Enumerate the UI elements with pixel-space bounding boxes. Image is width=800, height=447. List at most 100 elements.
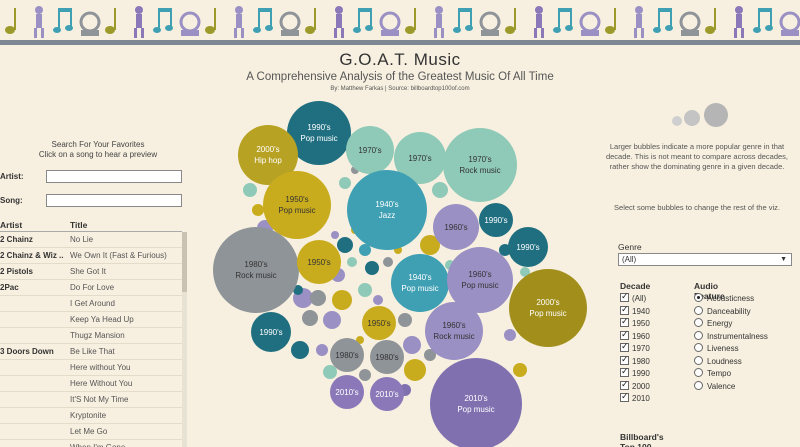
small-bubble[interactable] [404,359,426,381]
table-row[interactable]: Kryptonite [0,408,182,424]
decade-checkbox[interactable]: 1960 [620,329,650,341]
artist-column-header[interactable]: Artist [0,220,23,230]
small-bubble[interactable] [358,283,372,297]
table-row[interactable]: I Get Around [0,296,182,312]
small-bubble[interactable] [331,231,339,239]
decade-checkbox[interactable]: 1940 [620,304,650,316]
genre-bubble[interactable]: 2010's [370,377,404,411]
table-scrollbar-thumb[interactable] [182,232,187,292]
decade-checkbox[interactable]: 1990 [620,366,650,378]
bubble-circle[interactable] [443,128,517,202]
audio-feature-radio[interactable]: Danceability [694,305,751,316]
bubble-circle[interactable] [297,240,341,284]
decade-checkbox[interactable]: 2000 [620,379,650,391]
small-bubble[interactable] [373,295,383,305]
bubble-circle[interactable] [330,338,364,372]
genre-bubble[interactable]: 1990's Pop music [287,101,351,165]
bubble-circle[interactable] [370,377,404,411]
genre-bubble[interactable]: 1970's Rock music [443,128,517,202]
bubble-circle[interactable] [509,269,587,347]
table-row[interactable]: It'S Not My Time [0,392,182,408]
small-bubble[interactable] [520,267,530,277]
genre-bubble[interactable]: 2000's Hip hop [238,125,298,185]
genre-dropdown[interactable]: (All) ▼ [618,253,792,266]
small-bubble[interactable] [424,349,436,361]
table-row[interactable]: 2 Chainz No Lie [0,232,182,248]
genre-bubble[interactable]: 1980's [370,340,404,374]
audio-feature-radio[interactable]: Valence [694,380,735,391]
bubble-circle[interactable] [430,358,522,447]
audio-feature-radio[interactable]: Acousticness [694,293,754,303]
genre-bubble[interactable]: 1980's [330,338,364,372]
small-bubble[interactable] [302,310,318,326]
small-bubble[interactable] [339,177,351,189]
audio-feature-radio[interactable]: Instrumentalness [694,330,768,341]
genre-bubble[interactable]: 1950's [297,240,341,284]
bubble-circle[interactable] [251,312,291,352]
small-bubble[interactable] [316,344,328,356]
genre-bubble[interactable]: 1980's Rock music [213,227,299,313]
table-row[interactable]: 2Pac Do For Love [0,280,182,296]
small-bubble[interactable] [365,261,379,275]
decade-checkbox[interactable]: 1950 [620,316,650,328]
bubble-circle[interactable] [370,340,404,374]
title-column-header[interactable]: Title [70,220,88,230]
small-bubble[interactable] [293,285,303,295]
table-row[interactable]: 2 Chainz & Wiz .. We Own It (Fast & Furio… [0,248,182,264]
genre-bubble[interactable]: 1990's [479,203,513,237]
table-row[interactable]: Here Without You [0,376,182,392]
bubble-circle[interactable] [238,125,298,185]
bubble-circle[interactable] [346,126,394,174]
table-row[interactable]: Let Me Go [0,424,182,440]
song-search-input[interactable] [46,194,182,207]
audio-feature-radio[interactable]: Loudness [694,355,742,366]
bubble-circle[interactable] [508,227,548,267]
decade-checkbox[interactable]: 1980 [620,354,650,366]
small-bubble[interactable] [398,313,412,327]
genre-bubble[interactable]: 1950's Pop music [263,171,331,239]
small-bubble[interactable] [359,244,371,256]
genre-bubble[interactable]: 1990's [508,227,548,267]
bubble-circle[interactable] [287,101,351,165]
genre-bubble[interactable]: 1960's Pop music [447,247,513,313]
small-bubble[interactable] [332,290,352,310]
small-bubble[interactable] [356,336,364,344]
genre-bubble[interactable]: 1960's Rock music [425,302,483,360]
bubble-circle[interactable] [391,254,449,312]
genre-bubble[interactable]: 1970's [346,126,394,174]
small-bubble[interactable] [383,257,393,267]
small-bubble[interactable] [432,182,448,198]
genre-bubble[interactable]: 1940's Jazz [347,170,427,250]
bubble-circle[interactable] [330,375,364,409]
table-row[interactable]: Thugz Mansion [0,328,182,344]
small-bubble[interactable] [252,204,264,216]
small-bubble[interactable] [504,329,516,341]
bubble-circle[interactable] [394,132,446,184]
table-scrollbar-track[interactable] [182,232,187,447]
decade-checkbox[interactable]: 1970 [620,341,650,353]
bubble-circle[interactable] [362,306,396,340]
small-bubble[interactable] [323,365,337,379]
table-row[interactable]: 3 Doors Down Be Like That [0,344,182,360]
small-bubble[interactable] [513,363,527,377]
small-bubble[interactable] [323,311,341,329]
table-row[interactable]: Keep Ya Head Up [0,312,182,328]
bubble-circle[interactable] [347,170,427,250]
small-bubble[interactable] [310,290,326,306]
genre-bubble[interactable]: 2000's Pop music [509,269,587,347]
small-bubble[interactable] [359,369,371,381]
bubble-circle[interactable] [433,204,479,250]
bubble-circle[interactable] [213,227,299,313]
audio-feature-radio[interactable]: Liveness [694,343,739,353]
small-bubble[interactable] [403,336,421,354]
genre-bubble[interactable]: 2010's Pop music [430,358,522,447]
decade-checkbox[interactable]: (All) [620,291,646,303]
genre-bubble[interactable]: 1940's Pop music [391,254,449,312]
small-bubble[interactable] [420,235,440,255]
bubble-circle[interactable] [425,302,483,360]
table-row[interactable]: When I'm Gone [0,440,182,447]
bubble-circle[interactable] [447,247,513,313]
genre-bubble[interactable]: 1990's [251,312,291,352]
decade-checkbox[interactable]: 2010 [620,391,650,403]
small-bubble[interactable] [337,237,353,253]
